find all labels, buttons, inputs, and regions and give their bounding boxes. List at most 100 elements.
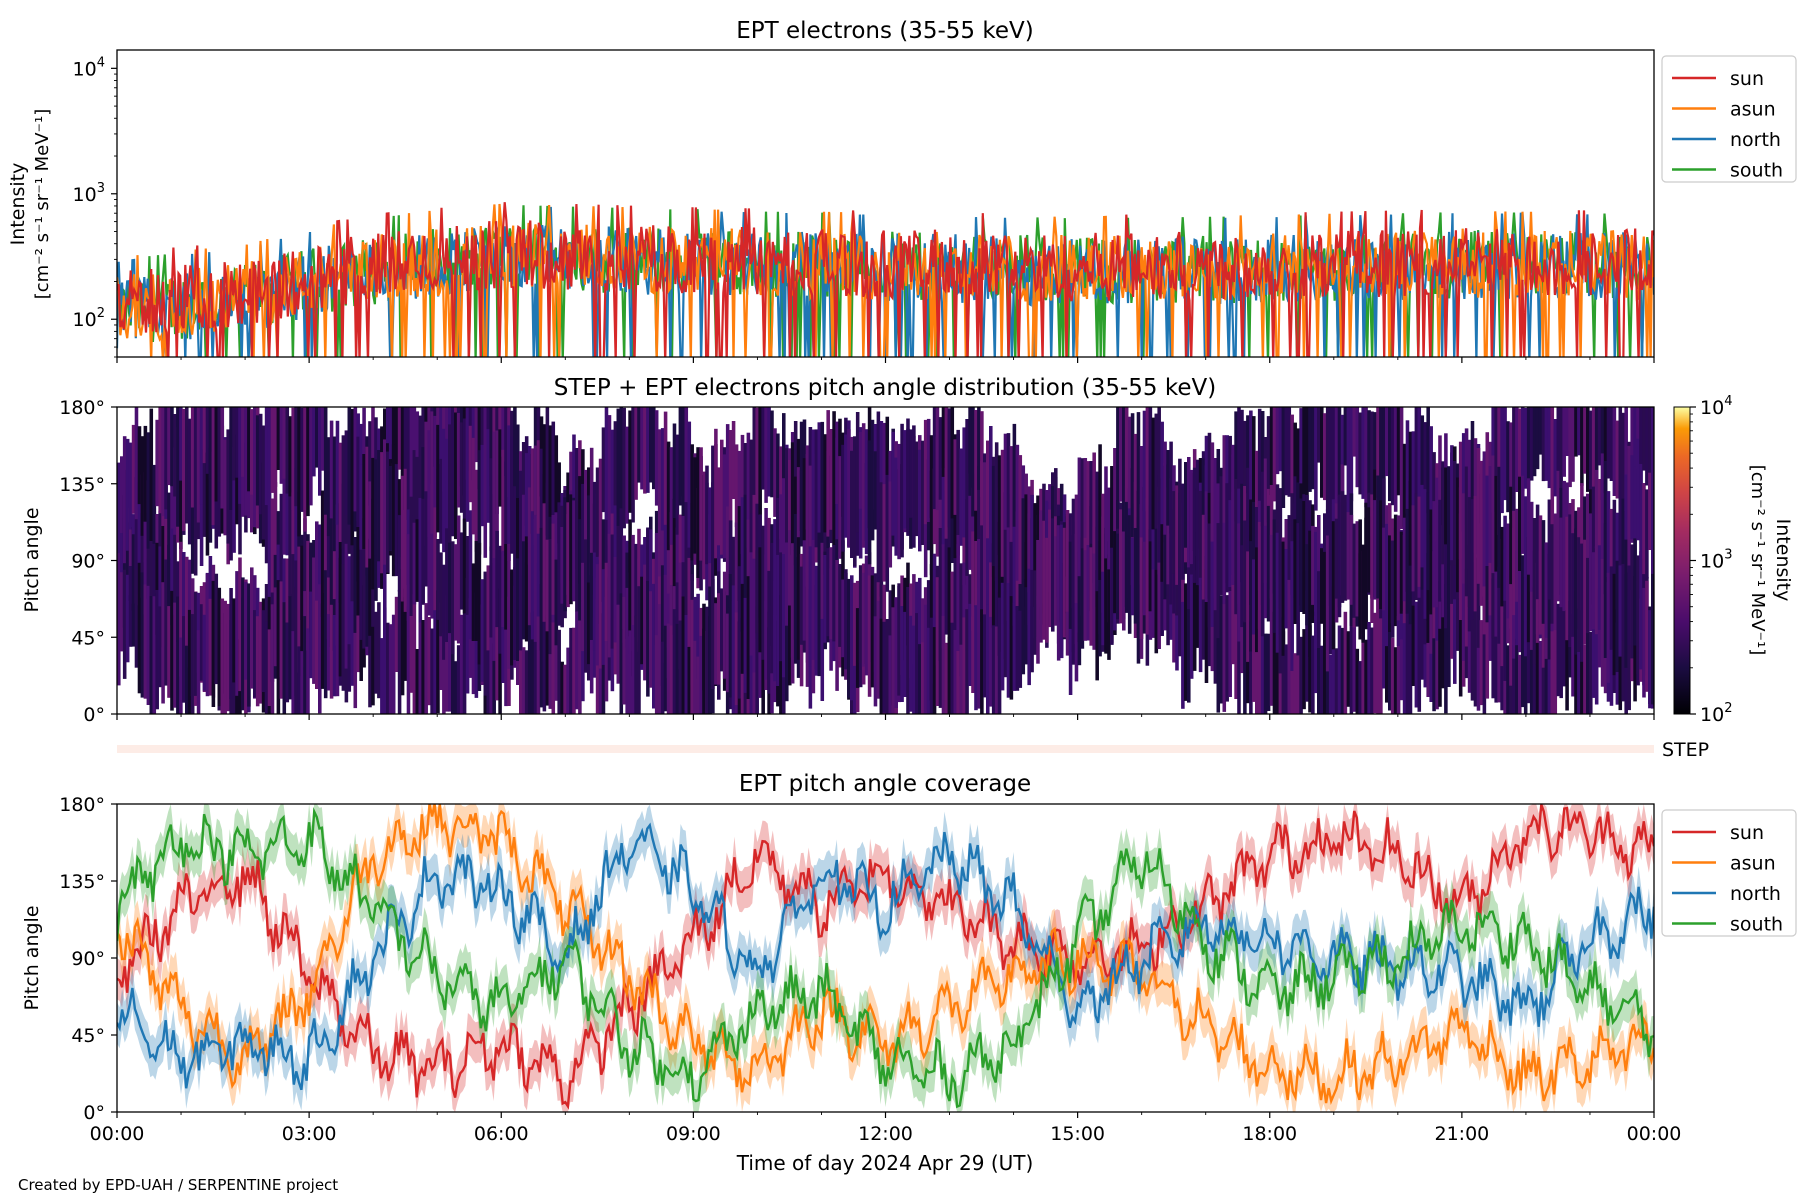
pad-cell	[1565, 516, 1569, 641]
pad-cell	[1139, 446, 1144, 538]
pad-cell	[167, 606, 171, 698]
pad-cell	[554, 559, 559, 646]
pad-cell	[140, 436, 145, 536]
pad-cell	[572, 434, 576, 551]
pad-cell	[1473, 587, 1478, 707]
pad-cell	[1328, 530, 1333, 655]
pad-cell	[1376, 475, 1380, 599]
pad-cell	[681, 407, 686, 516]
pad-cell	[631, 534, 635, 652]
pad-cell	[253, 610, 257, 698]
pad-cell	[1526, 620, 1531, 704]
pad-cell	[539, 527, 544, 651]
pad-cell	[1612, 407, 1617, 496]
pad-cell	[1651, 573, 1654, 705]
pad-cell	[817, 532, 822, 626]
pad-cell	[1015, 444, 1020, 581]
pad-cell	[1420, 415, 1425, 545]
pad-cell	[581, 483, 585, 603]
pad-cell	[1367, 507, 1371, 593]
pad-cell	[1116, 533, 1120, 620]
pad-cell	[989, 616, 993, 707]
pad-cell	[513, 486, 517, 573]
pad-cell	[1305, 494, 1309, 571]
pad-cell	[462, 600, 467, 714]
pad-cell	[823, 434, 827, 533]
legend-label-south: south	[1730, 914, 1783, 936]
pad-cell	[1364, 639, 1368, 714]
pad-cell	[1615, 420, 1620, 499]
pad-cell	[1556, 470, 1561, 602]
pad-cell	[208, 598, 213, 696]
pad-cell	[1645, 489, 1649, 579]
pad-cell	[182, 616, 186, 703]
pad-cell	[935, 407, 940, 511]
pad-cell	[1529, 501, 1534, 592]
pad-cell	[1488, 584, 1493, 661]
pad-cell	[826, 410, 830, 537]
pad-cell	[1417, 407, 1422, 519]
pad-cell	[1269, 589, 1274, 706]
pad-cell	[536, 440, 541, 563]
pad-cell	[802, 540, 807, 641]
pa-ytick-label: 0°	[83, 704, 105, 726]
pad-cell	[977, 466, 981, 588]
pad-cell	[1624, 474, 1628, 574]
pad-cell	[451, 639, 455, 714]
pad-cell	[341, 435, 346, 549]
pad-cell	[1382, 578, 1386, 689]
pad-cell	[1426, 553, 1430, 643]
pad-cell	[205, 452, 210, 556]
pad-cell	[687, 421, 692, 548]
pad-cell	[953, 558, 958, 654]
pad-cell	[779, 446, 783, 539]
pad-cell	[941, 615, 946, 714]
pad-cell	[1157, 475, 1161, 563]
pad-cell	[430, 628, 434, 714]
step-band-panel: STEP	[117, 739, 1709, 761]
pad-cell	[1361, 407, 1365, 499]
pad-cell	[589, 552, 594, 640]
pad-cell	[1503, 407, 1507, 501]
pad-cell	[1237, 584, 1241, 714]
pad-cell	[1299, 498, 1303, 612]
pad-cell	[900, 606, 904, 702]
pad-cell	[986, 504, 990, 633]
pad-cell	[1281, 631, 1286, 714]
pad-cell	[776, 433, 780, 519]
pad-cell	[595, 564, 600, 666]
pad-cell	[498, 545, 502, 654]
pad-cell	[1266, 416, 1271, 523]
pad-cell	[1130, 413, 1135, 538]
pad-cell	[190, 455, 195, 574]
pad-cell	[1453, 461, 1457, 566]
pad-cell	[1399, 622, 1404, 701]
pad-cell	[1532, 518, 1537, 609]
pad-cell	[507, 543, 511, 669]
pad-cell	[185, 407, 189, 498]
pad-cell	[788, 594, 792, 686]
pad-cell	[1411, 588, 1416, 686]
pad-cell	[572, 627, 576, 714]
step-band	[117, 745, 1654, 753]
pad-cell	[1458, 565, 1463, 697]
pad-cell	[891, 431, 895, 536]
pad-cell	[1157, 525, 1161, 649]
pad-cell	[128, 442, 133, 530]
pad-cell	[1476, 590, 1481, 711]
pad-cell	[607, 415, 612, 546]
pad-cell	[631, 625, 635, 714]
pad-cell	[519, 562, 523, 651]
colorbar-tick-label: 103	[1700, 548, 1732, 573]
pad-cell	[1633, 538, 1637, 646]
pad-cell	[826, 548, 830, 637]
pad-cell	[879, 618, 884, 714]
pad-cell	[696, 593, 700, 679]
pad-cell	[1541, 639, 1546, 714]
pad-cell	[1095, 471, 1099, 592]
pad-cell	[687, 557, 692, 674]
pad-cell	[714, 603, 718, 685]
pad-cell	[223, 600, 227, 714]
pad-cell	[1399, 407, 1404, 530]
pad-cell	[232, 407, 236, 481]
